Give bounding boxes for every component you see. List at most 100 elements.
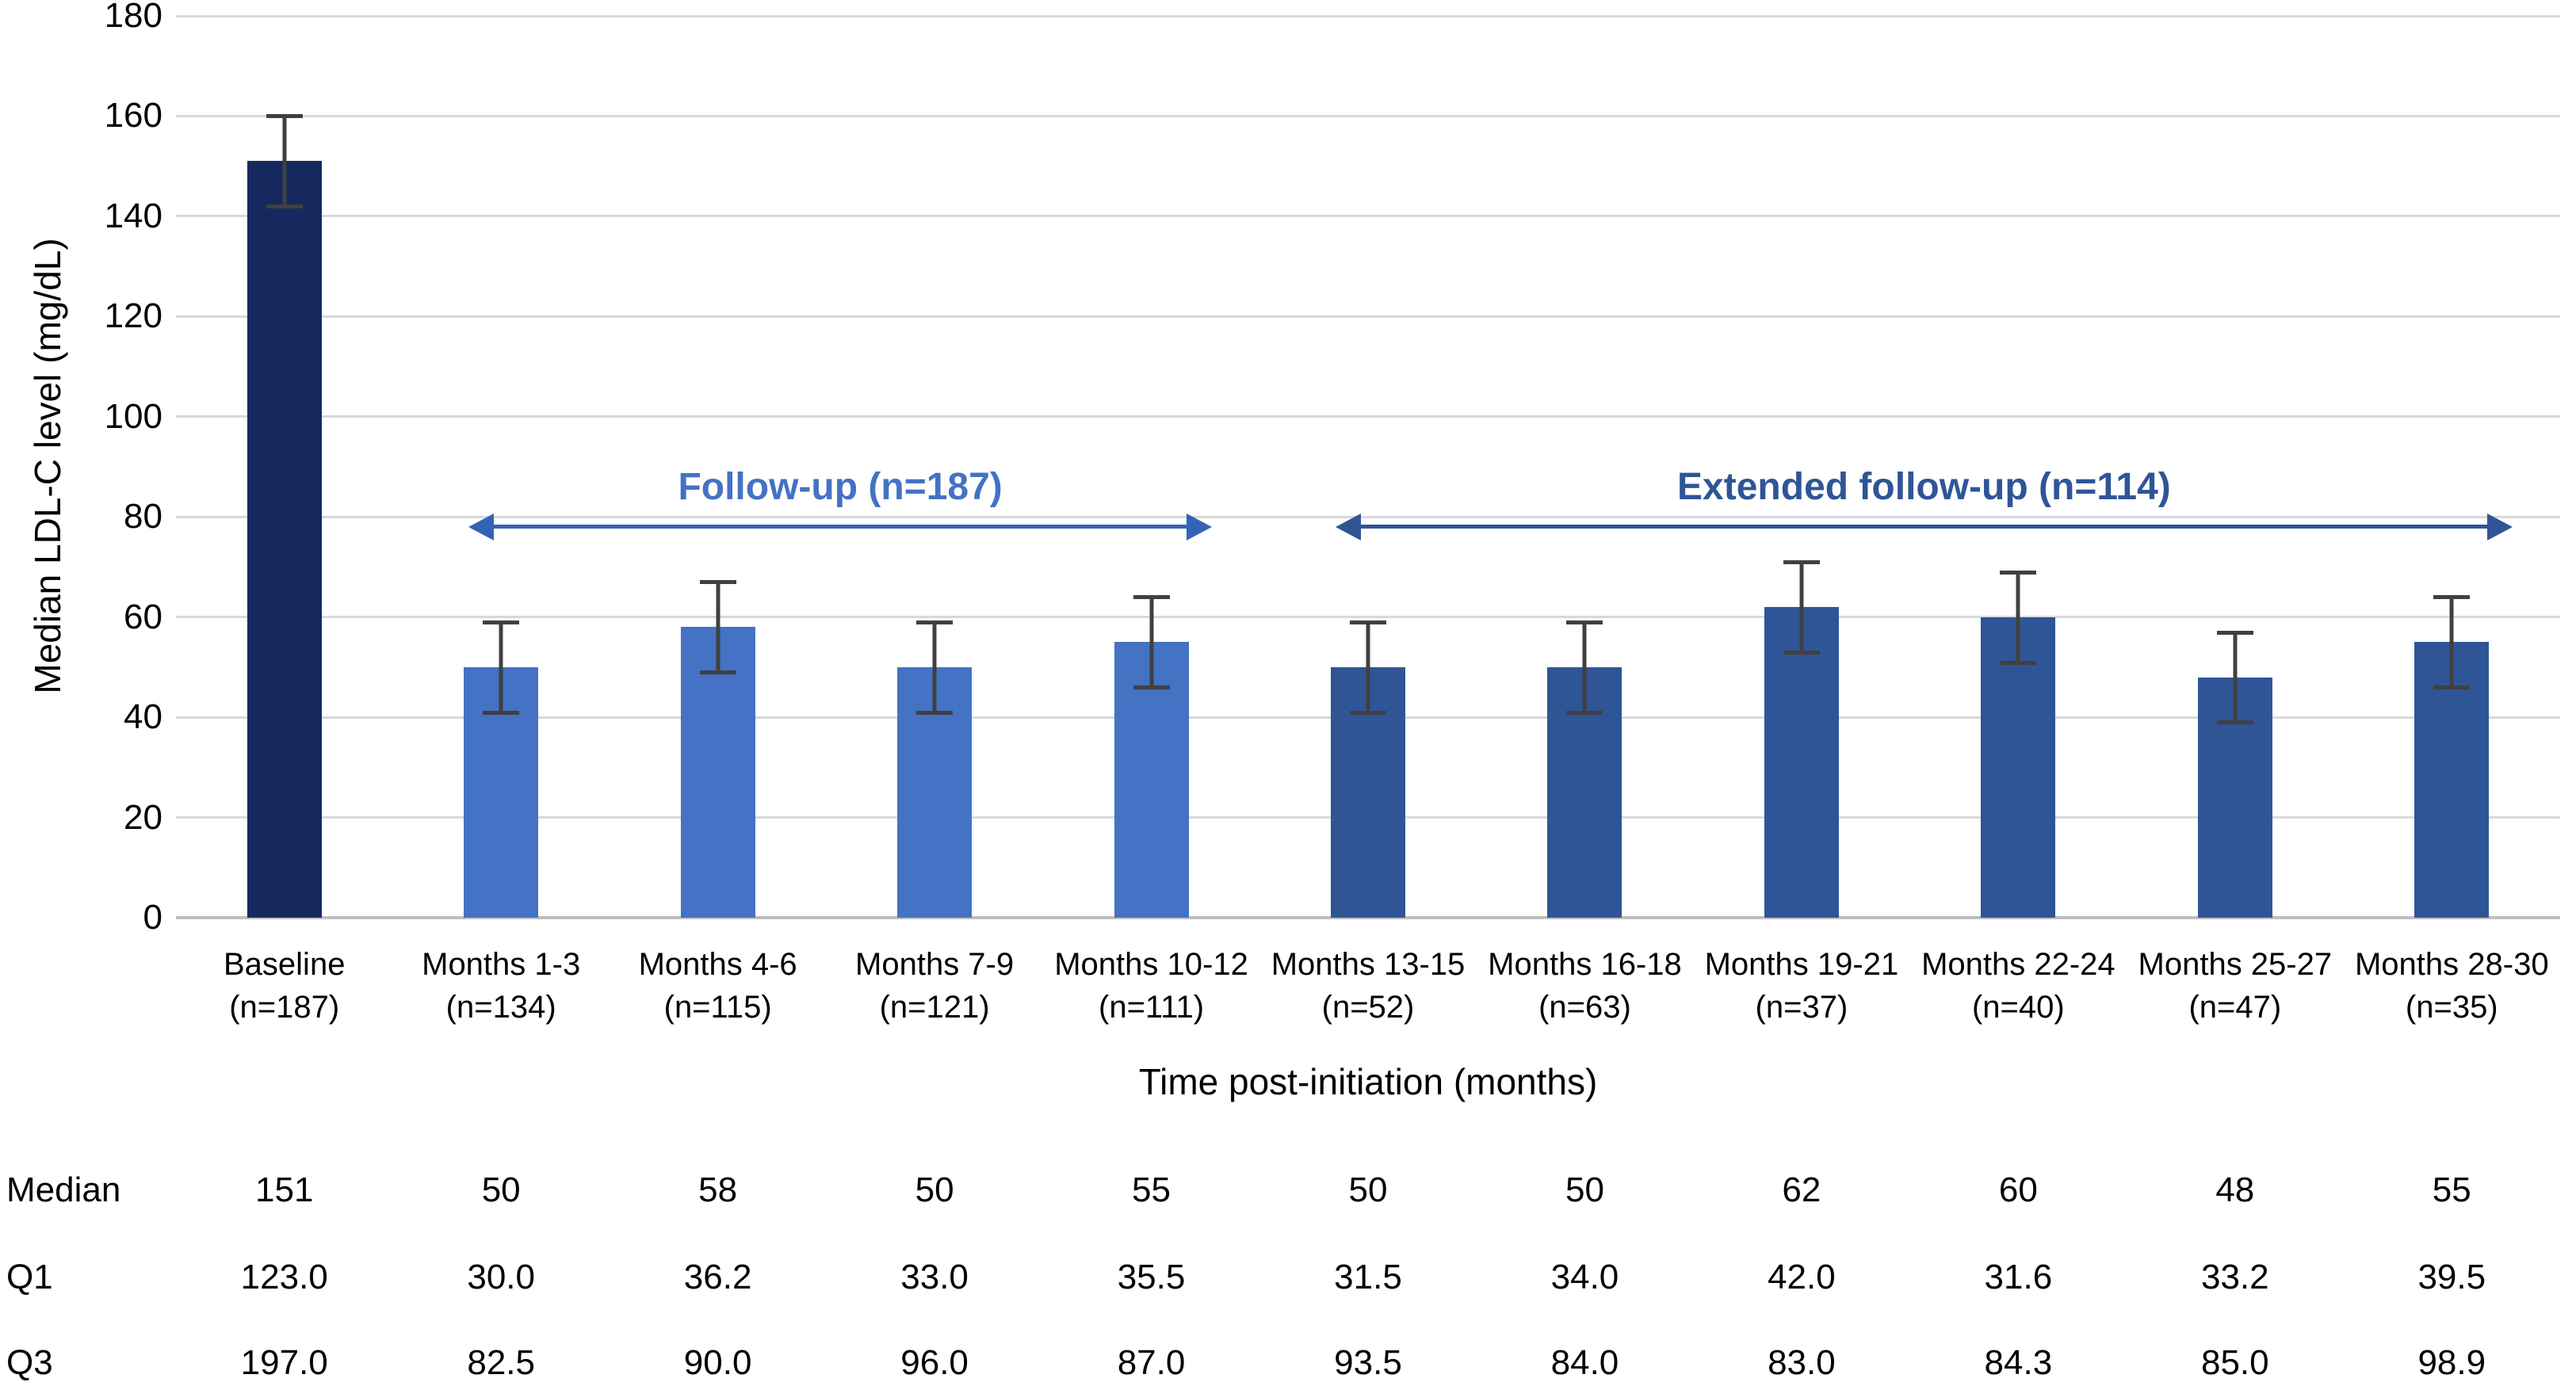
category-period: Months 19-21 [1704,947,1899,982]
gridline [176,415,2560,418]
annotation-arrow-line [1354,525,2494,529]
table-cell: 98.9 [2417,1343,2486,1382]
category-n: (n=187) [229,990,340,1025]
error-bar-cap-top [1133,595,1170,600]
category-label: Months 25-27 (n=47) [2138,943,2333,1029]
table-cell: 31.5 [1334,1258,1402,1296]
arrow-head-right [1187,513,1213,540]
y-tick-label: 140 [104,196,162,235]
error-bar-cap-bottom [1133,685,1170,690]
table-cell: 197.0 [240,1343,328,1382]
table-cell: 151 [255,1170,314,1209]
table-cell: 55 [1132,1170,1171,1209]
bar-months-4-6 [680,627,755,918]
category-n: (n=111) [1099,990,1205,1025]
category-period: Months 28-30 [2354,947,2549,982]
error-bar-cap-top [483,620,520,624]
category-period: Months 25-27 [2138,947,2333,982]
category-label: Months 7-9 (n=121) [855,943,1014,1029]
table-cell: 84.0 [1550,1343,1619,1382]
table-cell: 33.0 [900,1258,969,1296]
error-bar [2449,597,2454,688]
table-cell: 50 [915,1170,954,1209]
error-bar [716,582,720,673]
error-bar [2233,632,2238,723]
error-bar-cap-bottom [2000,660,2037,665]
error-bar-cap-bottom [1350,710,1386,715]
error-bar-cap-top [266,114,303,119]
table-row-label-q1: Q1 [6,1258,53,1296]
category-label: Months 10-12 (n=111) [1054,943,1248,1029]
table-cell: 50 [481,1170,521,1209]
gridline [176,114,2560,117]
error-bar-cap-bottom [699,670,736,675]
category-label: Months 22-24 (n=40) [1921,943,2115,1029]
table-cell: 35.5 [1117,1258,1186,1296]
table-cell: 50 [1565,1170,1604,1209]
category-period: Months 22-24 [1921,947,2115,982]
category-label: Months 13-15 (n=52) [1271,943,1466,1029]
annotation-label: Follow-up (n=187) [678,465,1003,508]
category-n: (n=37) [1755,990,1848,1025]
y-tick-label: 20 [124,797,162,837]
error-bar-cap-top [699,580,736,585]
table-cell: 85.0 [2200,1343,2269,1382]
category-period: Months 7-9 [855,947,1015,982]
table-cell: 82.5 [467,1343,535,1382]
error-bar-cap-top [1350,620,1386,624]
error-bar-cap-bottom [2433,685,2471,690]
gridline [176,515,2560,518]
error-bar-cap-bottom [266,204,303,209]
annotation-arrow-line [487,525,1194,529]
category-n: (n=115) [663,990,772,1025]
category-label: Months 19-21 (n=37) [1705,943,1899,1029]
error-bar [1582,621,1587,712]
x-axis-line [176,916,2560,919]
error-bar [1149,597,1154,688]
category-n: (n=40) [1971,990,2065,1025]
y-tick-label: 40 [124,697,162,737]
category-label: Months 4-6 (n=115) [639,943,797,1029]
error-bar-cap-bottom [1566,710,1603,715]
table-cell: 87.0 [1117,1343,1186,1382]
bar-baseline [247,161,322,918]
error-bar [1366,621,1370,712]
table-cell: 58 [698,1170,738,1209]
category-n: (n=134) [445,990,556,1025]
category-label: Months 16-18 (n=63) [1488,943,1682,1029]
category-label: Months 1-3 (n=134) [422,943,580,1029]
bar-months-22-24 [1981,617,2056,918]
y-tick-label: 100 [104,396,162,436]
table-cell: 48 [2215,1170,2255,1209]
error-bar-cap-top [2000,570,2037,575]
error-bar-cap-top [2433,595,2471,600]
error-bar [499,621,503,712]
table-cell: 62 [1782,1170,1821,1209]
category-n: (n=52) [1321,990,1415,1025]
gridline [176,14,2560,17]
table-cell: 31.6 [1984,1258,2053,1296]
category-n: (n=121) [879,990,990,1025]
arrow-head-right [2486,513,2513,540]
category-period: Months 13-15 [1271,947,1466,982]
error-bar [932,621,937,712]
error-bar-cap-bottom [483,710,520,715]
x-axis-title: Time post-initiation (months) [1138,1061,1598,1102]
table-cell: 36.2 [683,1258,752,1296]
table-cell: 93.5 [1334,1343,1402,1382]
table-cell: 55 [2432,1170,2471,1209]
table-cell: 84.3 [1984,1343,2053,1382]
category-n: (n=47) [2188,990,2282,1025]
table-cell: 60 [1998,1170,2038,1209]
annotation-label: Extended follow-up (n=114) [1677,465,2171,508]
table-cell: 30.0 [467,1258,535,1296]
gridline [176,315,2560,318]
y-tick-label: 160 [104,96,162,136]
table-cell: 83.0 [1768,1343,1836,1382]
error-bar-cap-top [916,620,954,624]
y-tick-label: 60 [124,597,162,636]
gridline [176,215,2560,218]
table-cell: 96.0 [900,1343,969,1382]
table-cell: 42.0 [1768,1258,1836,1296]
